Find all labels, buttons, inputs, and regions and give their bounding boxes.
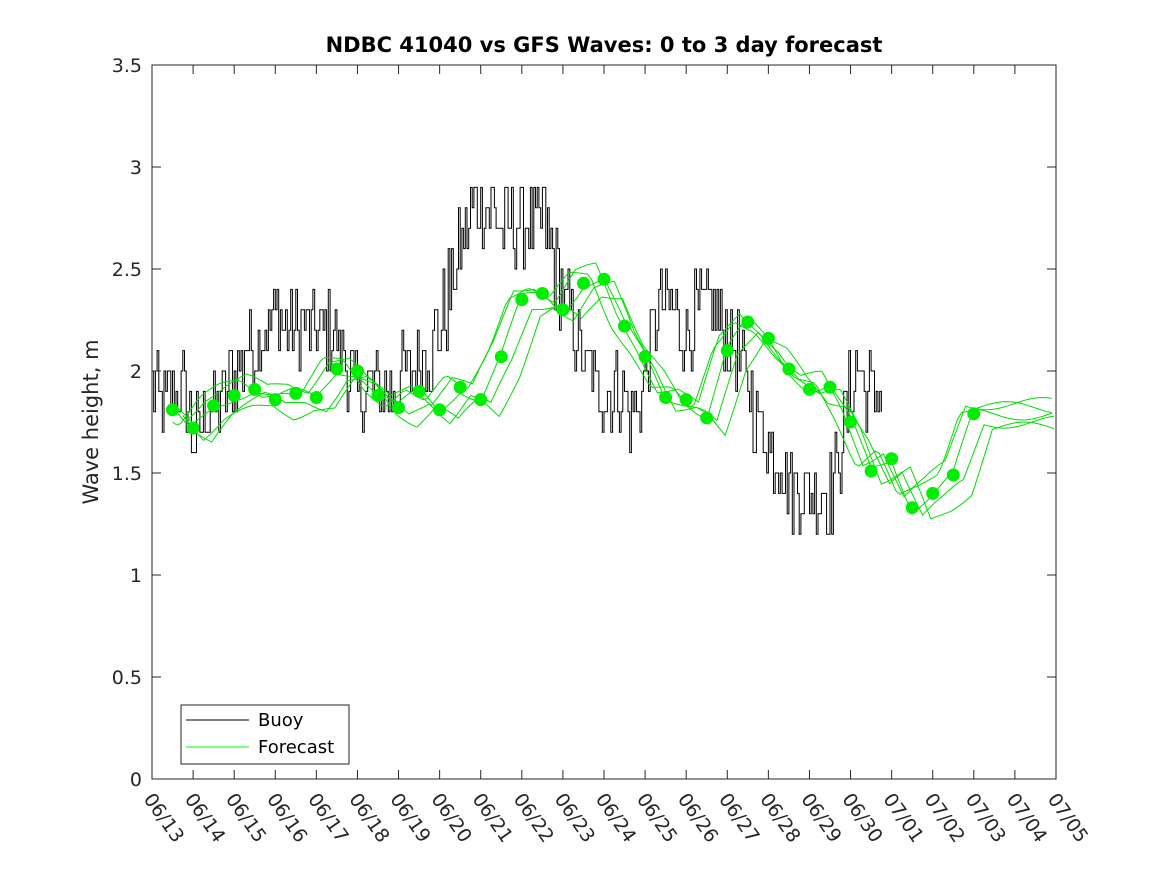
forecast-point [967,407,981,421]
forecast-point [330,362,344,376]
forecast-point [556,303,570,317]
forecast-point [720,344,734,358]
y-tick-label: 3.5 [112,55,142,77]
y-tick-label: 0.5 [112,667,142,689]
forecast-line [172,262,1052,498]
y-tick-label: 2 [130,361,142,383]
forecast-point [371,389,385,402]
forecast-point [309,391,323,404]
forecast-point [926,486,940,500]
forecast-point [946,468,960,482]
forecast-point [433,403,447,417]
y-tick-label: 1 [130,565,142,587]
forecast-point [248,382,262,396]
forecast-point [659,391,673,404]
forecast-line [182,280,1054,516]
buoy-line [152,186,882,535]
forecast-point [782,362,796,376]
forecast-point [905,501,919,515]
series-layer [152,186,1055,535]
y-tick-label: 0 [130,769,142,791]
chart-title: NDBC 41040 vs GFS Waves: 0 to 3 day fore… [326,33,883,57]
forecast-point [761,331,775,345]
forecast-point [618,319,631,333]
forecast-point [535,287,549,300]
forecast-line [172,271,1053,495]
forecast-point [474,393,488,407]
forecast-point [227,389,241,402]
forecast-point [515,293,529,307]
forecast-point [289,386,303,400]
forecast-point [453,380,467,394]
y-tick-label: 1.5 [112,463,142,485]
y-axis: 0 0.5 1 1.5 2 2.5 3 3.5 [112,55,1056,791]
forecast-point [494,350,508,364]
forecast-point [885,452,899,466]
forecast-point [412,384,426,398]
y-tick-label: 2.5 [112,259,142,281]
forecast-point [638,350,652,364]
forecast-point [741,315,755,329]
legend-forecast-label: Forecast [258,737,334,758]
forecast-point [268,393,282,407]
forecast-point [700,411,714,425]
forecast-point [577,276,590,290]
forecast-point [186,421,200,435]
forecast-point [844,415,857,429]
forecast-point [803,382,816,396]
forecast-point [597,272,611,286]
forecast-point [823,380,837,394]
y-tick-label: 3 [130,157,142,179]
legend: Buoy Forecast [180,704,350,765]
legend-box [180,704,350,765]
y-axis-label: Wave height, m [79,339,103,504]
forecast-point [351,364,364,378]
forecast-point [166,403,179,417]
legend-buoy-label: Buoy [258,710,304,731]
forecast-point [392,401,405,415]
forecast-point [679,393,693,407]
forecast-point [864,464,878,478]
forecast-line [190,296,1055,520]
forecast-point [207,399,221,413]
